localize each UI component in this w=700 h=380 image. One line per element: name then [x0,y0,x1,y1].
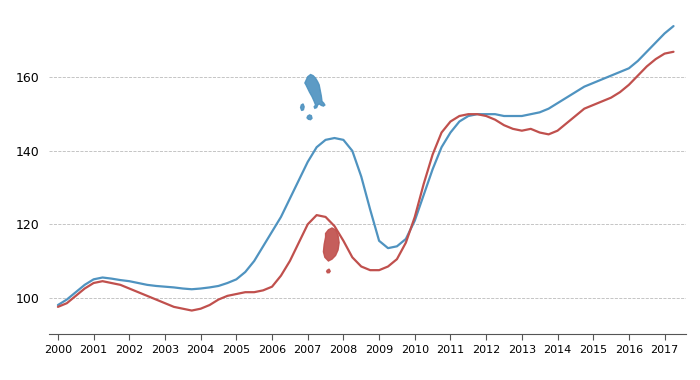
Polygon shape [300,104,304,111]
Polygon shape [305,74,325,108]
Polygon shape [307,115,312,120]
Polygon shape [327,269,330,273]
Polygon shape [323,228,339,261]
